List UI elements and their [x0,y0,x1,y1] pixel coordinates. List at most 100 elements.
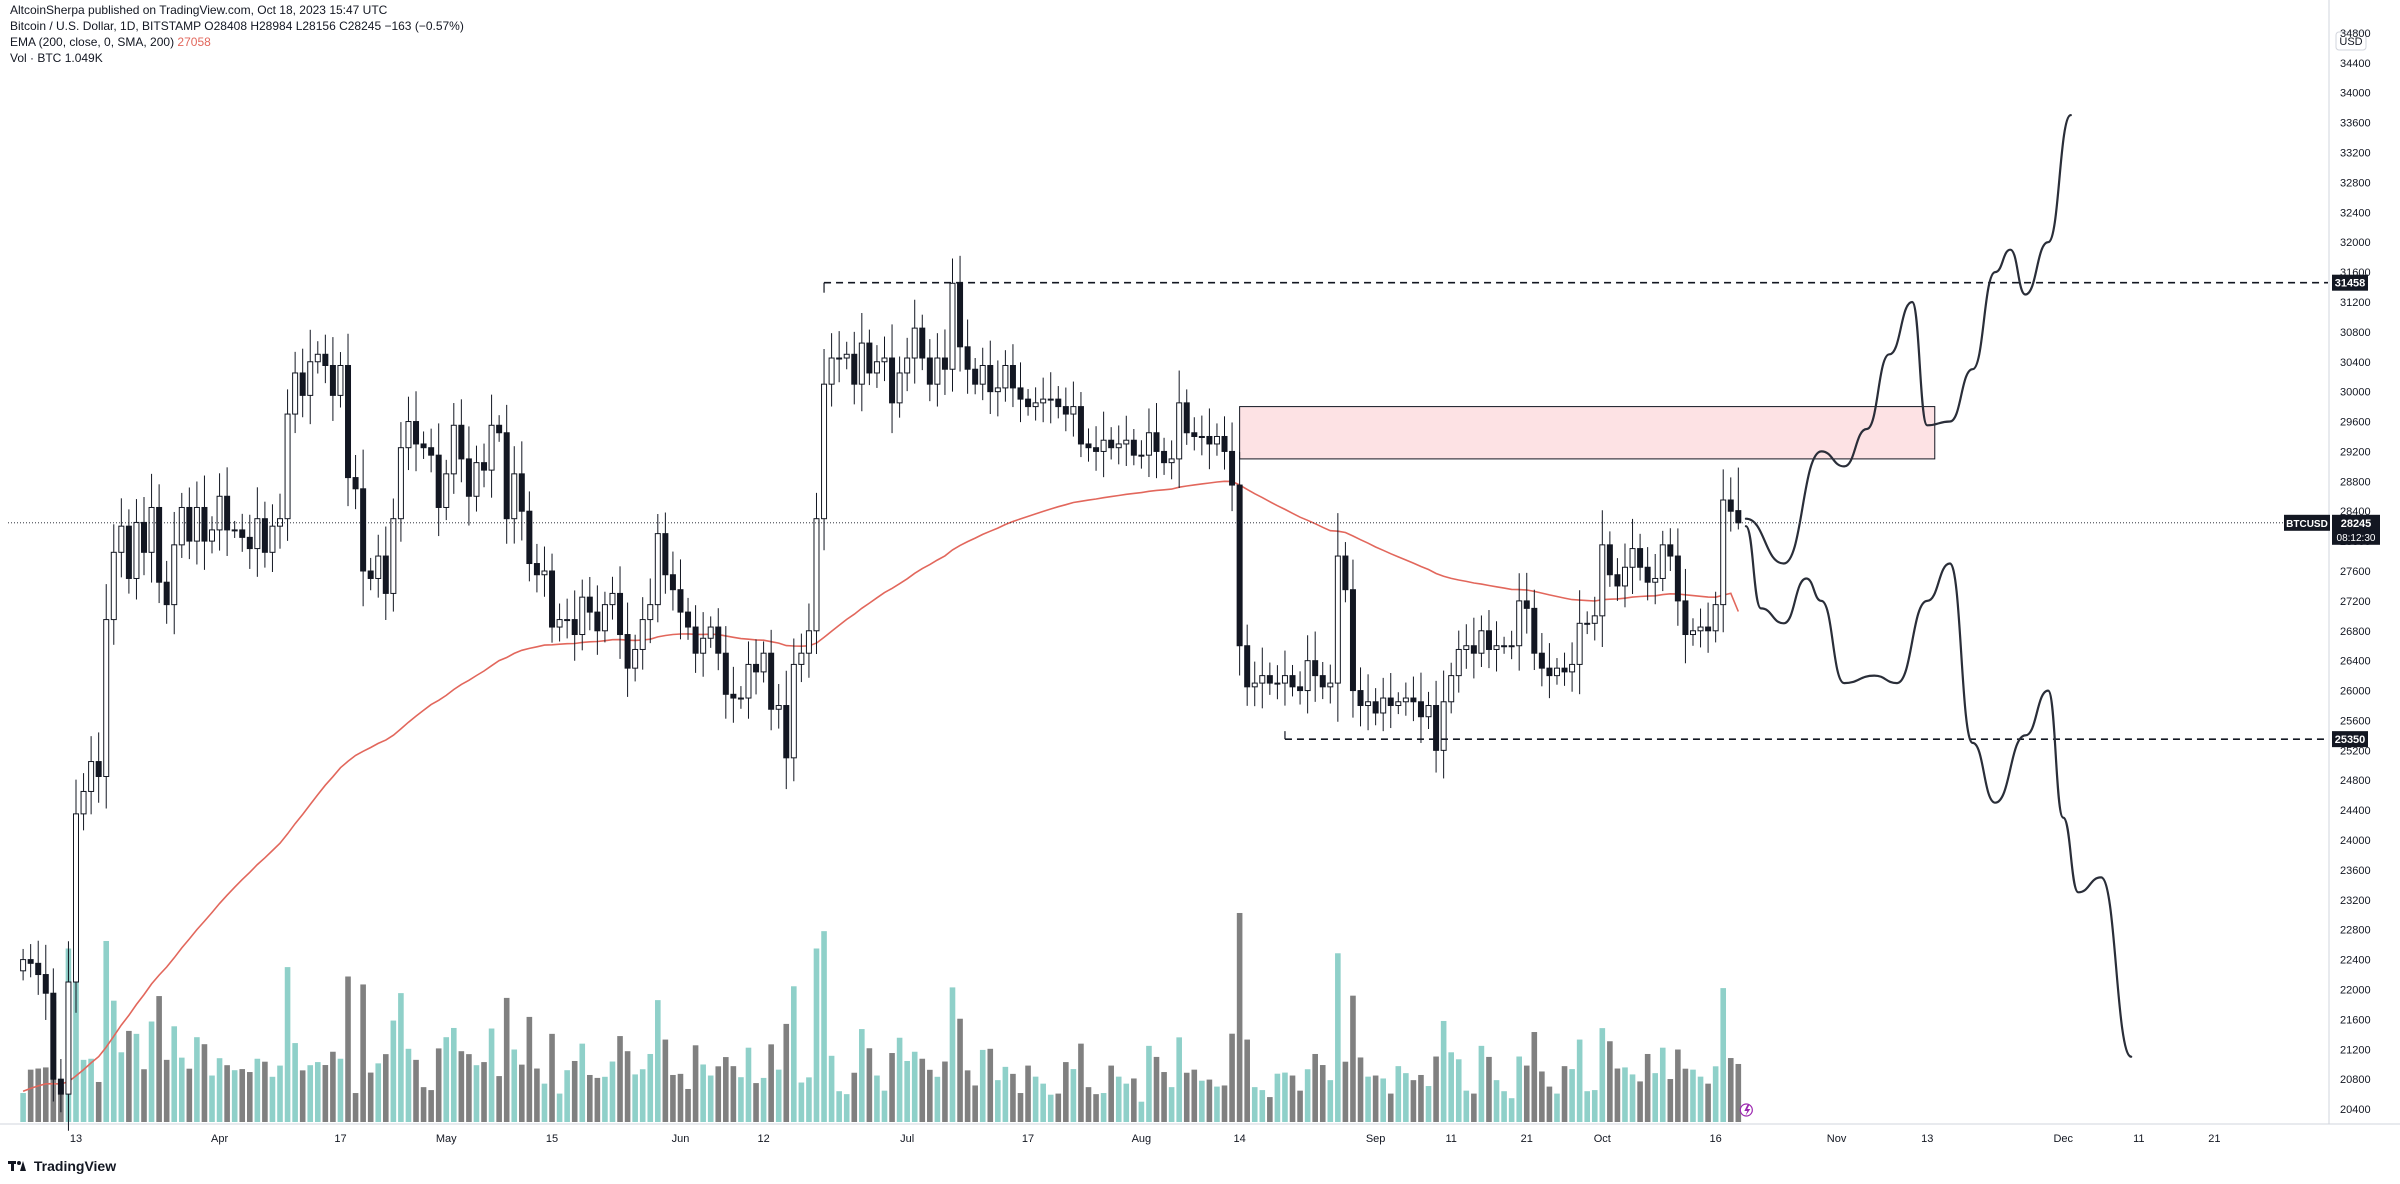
candle-body [133,521,140,579]
candle-body [1644,566,1651,583]
volume-bar [1531,1032,1538,1122]
candle-body [1569,663,1576,673]
candle-body [496,424,503,434]
volume-bar [821,931,827,1122]
volume-bar [1183,1072,1190,1122]
candle-body [564,619,571,622]
y-tick-label: 33200 [2340,148,2371,160]
candle-body [103,619,110,778]
candle-body [843,353,850,359]
volume-bar [1282,1072,1288,1122]
volume-bar [843,1094,850,1122]
candle-body [1561,667,1568,673]
level-price-label: 31458 [2335,278,2366,290]
volume-bar [662,1039,669,1122]
candle-body [1244,645,1251,688]
volume-bar [1501,1091,1507,1122]
candle-body [435,454,442,508]
candle-body [1546,667,1553,677]
y-tick-label: 25200 [2340,745,2371,757]
candle-body [1689,630,1696,636]
candle-body [1501,645,1508,648]
volume-bar [375,1063,382,1122]
volume-bar [1357,1057,1364,1122]
y-tick-label: 21200 [2340,1044,2371,1056]
volume-bar [428,1090,434,1122]
y-tick-label: 20400 [2340,1104,2371,1116]
candle-body [1720,499,1727,606]
volume-bar [1365,1076,1371,1122]
candle-body [299,372,306,396]
volume-bar [602,1076,608,1122]
volume-bar [201,1044,208,1122]
candle-body [1705,626,1712,632]
y-tick-label: 30800 [2340,327,2371,339]
candle-body [632,648,639,669]
candle-body [836,357,843,360]
volume-bar [1350,995,1356,1122]
candle-body [193,506,200,542]
x-tick-label: 21 [1521,1133,1533,1145]
candle-body [261,518,268,553]
volume-bar [972,1085,978,1122]
volume-bar [1727,1058,1734,1122]
y-tick-label: 33600 [2340,118,2371,130]
candle-body [707,626,714,639]
volume-bar [866,1048,873,1122]
volume-bar [1085,1087,1092,1122]
volume-bar [1168,1087,1175,1122]
last-price-tag [2332,514,2380,545]
volume-bar [1221,1085,1228,1122]
volume-bar [1652,1073,1659,1122]
candle-body [292,372,299,415]
volume-bar [435,1048,442,1122]
candle-body [141,521,148,553]
y-tick-label: 23600 [2340,865,2371,877]
candle-body [669,574,676,591]
candle-body [1138,454,1145,457]
volume-bar [1010,1073,1016,1122]
y-tick-label: 28800 [2340,476,2371,488]
volume-bar [813,948,820,1122]
candle-body [1463,645,1470,650]
candle-body [367,570,374,579]
volume-bar [299,1070,306,1122]
candle-body [790,663,797,759]
volume-bar [1463,1090,1470,1122]
volume-bar [1236,912,1243,1122]
candle-body [1584,622,1591,625]
volume-bar [738,1077,744,1122]
candles [20,255,1742,1131]
candle-body [1108,439,1115,449]
volume-bar [647,1053,654,1122]
candle-body [994,387,1001,393]
volume-bar [118,1052,125,1122]
x-tick-label: Jun [672,1133,690,1145]
y-tick-label: 32000 [2340,237,2371,249]
volume-bar [178,1057,185,1122]
candle-body [352,477,359,490]
volume-bar [723,1057,729,1122]
candle-body [798,652,805,665]
candle-body [1297,686,1304,692]
volume-bar [526,1016,533,1122]
ema-value: 27058 [177,35,211,49]
candle-body [390,518,397,594]
volume-bar [1735,1063,1742,1122]
candle-body [1191,432,1198,437]
y-tick-label: 26800 [2340,626,2371,638]
volume-bar [322,1065,329,1122]
candle-body [216,495,223,531]
volume-bar [88,1058,94,1122]
volume-bar [1471,1093,1477,1122]
volume-bar [519,1064,525,1122]
candle-body [375,555,382,579]
candle-body [1372,701,1379,714]
volume-bar [806,1077,812,1122]
volume-bar [1176,1037,1182,1122]
volume-bar [488,1028,495,1122]
candle-body [1062,406,1069,415]
candle-body [941,357,948,370]
